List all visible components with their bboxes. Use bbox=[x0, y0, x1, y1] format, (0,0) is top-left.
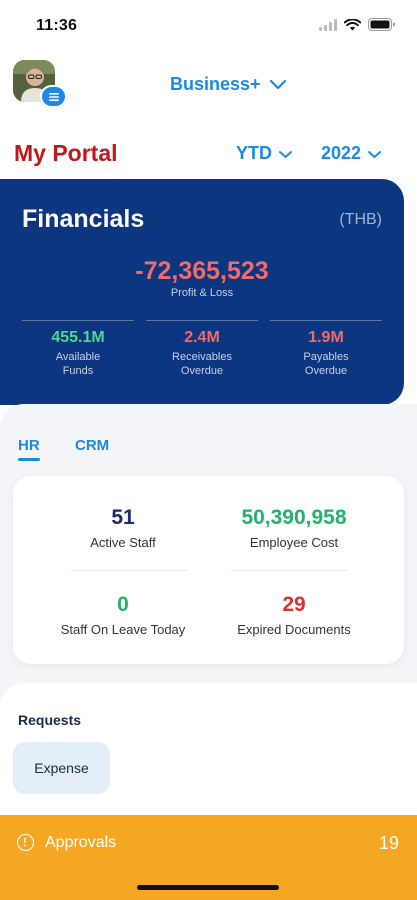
metric-value: 0 bbox=[117, 593, 129, 616]
status-bar: 11:36 bbox=[0, 0, 417, 50]
metric-value: 29 bbox=[282, 593, 306, 616]
financials-card[interactable]: Financials (THB) -72,365,523 Profit & Lo… bbox=[0, 179, 404, 405]
divider bbox=[231, 570, 347, 571]
signal-icon bbox=[319, 18, 337, 36]
period-selector[interactable]: YTD bbox=[236, 143, 293, 164]
metric-label: Receivables Overdue bbox=[146, 350, 258, 378]
metric-value: 1.9M bbox=[308, 329, 344, 346]
tab-hr[interactable]: HR bbox=[18, 437, 40, 454]
profit-loss-label: Profit & Loss bbox=[170, 287, 234, 299]
divider bbox=[71, 570, 187, 571]
metric-label: Staff On Leave Today bbox=[60, 622, 186, 637]
battery-icon bbox=[368, 18, 395, 36]
metric-value: 2.4M bbox=[184, 329, 220, 346]
expense-button[interactable]: Expense bbox=[13, 742, 110, 794]
active-tab-indicator bbox=[18, 458, 40, 461]
expired-documents-metric[interactable]: 29 Expired Documents bbox=[204, 593, 384, 637]
receivables-overdue-metric[interactable]: 2.4M Receivables Overdue bbox=[146, 329, 258, 378]
approvals-count: 19 bbox=[378, 833, 399, 853]
metric-label: Active Staff bbox=[90, 535, 156, 550]
metric-label: Available Funds bbox=[22, 350, 134, 378]
chevron-down-icon bbox=[278, 143, 293, 164]
profit-loss-value: -72,365,523 bbox=[135, 257, 269, 285]
year-selector[interactable]: 2022 bbox=[321, 143, 382, 164]
active-staff-metric[interactable]: 51 Active Staff bbox=[33, 506, 213, 550]
tab-crm[interactable]: CRM bbox=[75, 437, 110, 454]
employee-cost-metric[interactable]: 50,390,958 Employee Cost bbox=[204, 506, 384, 550]
portal-header: My Portal YTD 2022 bbox=[0, 138, 417, 172]
divider bbox=[22, 320, 134, 321]
top-bar: Business+ bbox=[0, 56, 417, 116]
divider bbox=[270, 320, 382, 321]
wifi-icon bbox=[343, 18, 362, 36]
requests-panel: Requests Expense bbox=[0, 683, 417, 823]
metric-label-line: Payables bbox=[303, 351, 349, 363]
metric-label-line: Overdue bbox=[180, 365, 224, 377]
metric-label-line: Funds bbox=[62, 365, 94, 377]
home-indicator bbox=[137, 885, 279, 890]
metric-label: Expired Documents bbox=[237, 622, 351, 637]
metric-value: 50,390,958 bbox=[241, 506, 347, 529]
metric-label: Payables Overdue bbox=[270, 350, 382, 378]
metric-label: Employee Cost bbox=[249, 535, 339, 550]
requests-title: Requests bbox=[18, 712, 82, 728]
status-time: 11:36 bbox=[36, 17, 78, 34]
metric-label-line: Receivables bbox=[172, 351, 232, 363]
approvals-label: Approvals bbox=[45, 834, 117, 851]
divider bbox=[146, 320, 258, 321]
year-label: 2022 bbox=[321, 143, 362, 163]
business-selector[interactable]: Business+ bbox=[170, 74, 287, 95]
period-label: YTD bbox=[236, 143, 272, 163]
info-icon bbox=[17, 834, 34, 851]
staff-on-leave-metric[interactable]: 0 Staff On Leave Today bbox=[33, 593, 213, 637]
hr-summary-card: 51 Active Staff 50,390,958 Employee Cost… bbox=[13, 476, 404, 664]
metric-label-line: Overdue bbox=[304, 365, 348, 377]
status-icons bbox=[319, 18, 395, 36]
business-label: Business+ bbox=[170, 74, 261, 94]
avatar[interactable] bbox=[13, 60, 55, 102]
menu-badge-icon[interactable] bbox=[40, 85, 67, 108]
currency-label: (THB) bbox=[339, 211, 382, 228]
financials-title: Financials bbox=[22, 205, 145, 233]
page-title: My Portal bbox=[14, 140, 118, 166]
metric-value: 455.1M bbox=[51, 329, 105, 346]
chevron-down-icon bbox=[269, 74, 287, 95]
available-funds-metric[interactable]: 455.1M Available Funds bbox=[22, 329, 134, 378]
chevron-down-icon bbox=[367, 143, 382, 164]
metric-value: 51 bbox=[111, 506, 135, 529]
payables-overdue-metric[interactable]: 1.9M Payables Overdue bbox=[270, 329, 382, 378]
metric-label-line: Available bbox=[55, 351, 101, 363]
